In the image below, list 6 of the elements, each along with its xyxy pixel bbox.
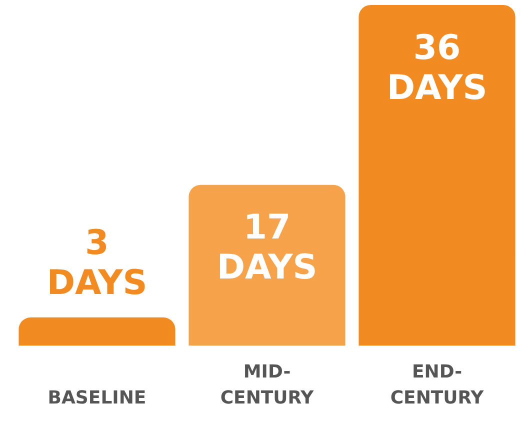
x-tick-label: MID-CENTURY xyxy=(220,362,315,409)
x-tick-label: END-CENTURY xyxy=(390,362,485,409)
data-label: 3 DAYS xyxy=(46,223,148,304)
data-label: 17 DAYS xyxy=(216,208,318,288)
x-tick-label: BASELINE xyxy=(48,388,146,409)
data-label: 36 DAYS xyxy=(386,28,488,108)
